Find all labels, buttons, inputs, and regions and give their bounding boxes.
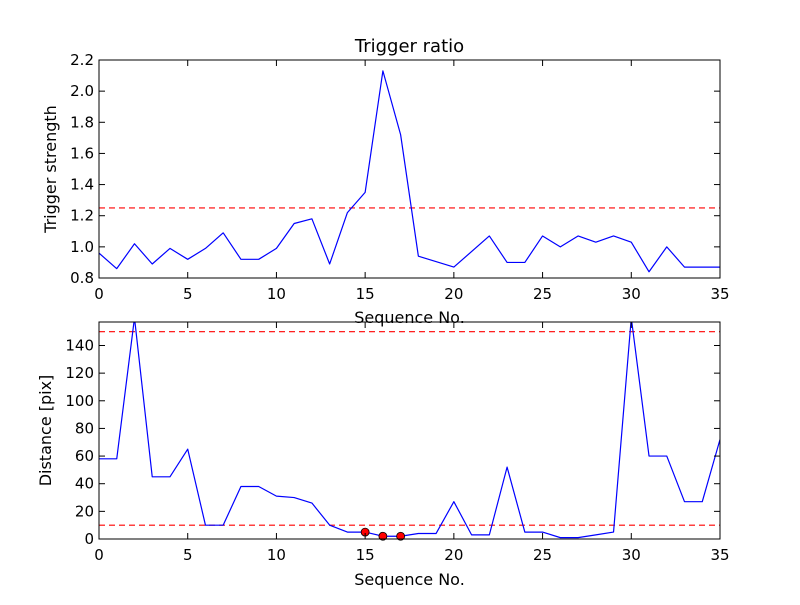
y-tick-label: 1.6 (70, 144, 94, 162)
axes-frame (98, 321, 721, 540)
series-line-0 (99, 322, 720, 539)
x-tick-label: 30 (622, 546, 641, 564)
x-tick-label: 5 (183, 546, 193, 564)
x-tick-label: 25 (533, 546, 552, 564)
series-line-0 (99, 70, 720, 273)
y-tick-label: 1.0 (70, 238, 94, 256)
distance-panel: 0 5 10 15 20 25 30 35 0 20 40 60 80 100 120 140 Sequence… (36, 321, 730, 589)
y-tick-label: 80 (75, 419, 94, 437)
y-tick-label: 140 (65, 336, 94, 354)
axes-frame (98, 59, 721, 279)
x-tick-label: 25 (533, 285, 552, 303)
x-tick-label: 5 (183, 285, 193, 303)
chart-title: Trigger ratio (354, 36, 464, 57)
y-axis-label: Distance [pix] (36, 375, 55, 487)
x-tick-label: 0 (94, 285, 104, 303)
x-axis-label: Sequence No. (354, 570, 465, 589)
y-tick-label: 2.0 (70, 82, 94, 100)
plot-area (99, 322, 720, 539)
x-tick-label: 35 (710, 546, 729, 564)
x-tick-label: 20 (444, 285, 463, 303)
x-tick-label: 20 (444, 546, 463, 564)
y-axis-label: Trigger strength (41, 105, 60, 234)
y-tick-label: 2.2 (70, 51, 94, 69)
x-tick-label: 30 (622, 285, 641, 303)
y-tick-label: 20 (75, 502, 94, 520)
y-tick-label: 1.4 (70, 176, 94, 194)
y-tick-label: 1.2 (70, 207, 94, 225)
y-tick-label: 40 (75, 475, 94, 493)
data-point-marker (378, 531, 388, 541)
x-tick-label: 35 (710, 285, 729, 303)
y-tick-label: 120 (65, 364, 94, 382)
data-point-marker (396, 531, 406, 541)
y-tick-label: 0.8 (70, 269, 94, 287)
x-axis-label: Sequence No. (354, 308, 465, 327)
x-tick-label: 10 (267, 285, 286, 303)
y-tick-label: 1.8 (70, 113, 94, 131)
y-tick-label: 100 (65, 392, 94, 410)
trigger-ratio-panel: 0 5 10 15 20 25 30 35 0.8 1.0 1.2 1.4 1.6 1.8 2.0 2.2 Tr… (41, 36, 730, 327)
x-tick-label: 15 (356, 546, 375, 564)
y-tick-label: 0 (84, 530, 94, 548)
x-tick-label: 15 (356, 285, 375, 303)
plot-area (99, 70, 720, 273)
y-tick-label: 60 (75, 447, 94, 465)
x-tick-label: 10 (267, 546, 286, 564)
x-tick-label: 0 (94, 546, 104, 564)
